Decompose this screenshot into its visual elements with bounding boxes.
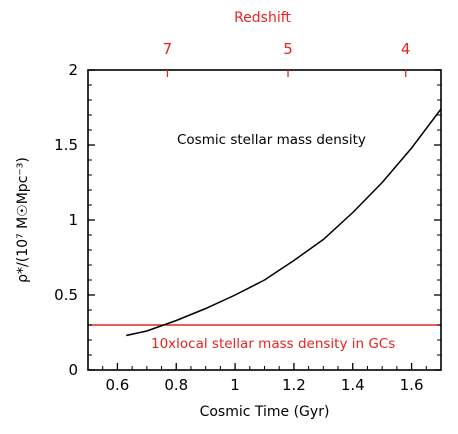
x-tick-label: 0.8 xyxy=(164,376,188,394)
y-axis-title: ρ*/(10⁷ M☉Mpc⁻³) xyxy=(15,157,31,283)
x-tick-label: 0.6 xyxy=(105,376,129,394)
top-tick-label: 5 xyxy=(283,40,293,58)
x-tick-label: 1.6 xyxy=(400,376,424,394)
y-tick-label: 0.5 xyxy=(54,286,78,304)
tick-labels: 0.6 0.8 1 1.2 1.4 1.6 0 0.5 1 1.5 2 7 5 4 xyxy=(54,40,423,394)
series-annotation: Cosmic stellar mass density xyxy=(177,132,366,148)
top-tick-label: 4 xyxy=(401,40,411,58)
x-tick-label: 1.4 xyxy=(341,376,365,394)
reference-line-annotation: 10xlocal stellar mass density in GCs xyxy=(151,336,395,352)
y-tick-label: 1.5 xyxy=(54,136,78,154)
y-tick-label: 0 xyxy=(68,361,78,379)
plot-content xyxy=(88,108,442,337)
top-tick-label: 7 xyxy=(163,40,173,58)
y-tick-label: 1 xyxy=(68,211,78,229)
x-tick-label: 1.2 xyxy=(282,376,306,394)
series-line-0 xyxy=(126,108,442,337)
tick-marks xyxy=(87,69,442,371)
x-tick-label: 1 xyxy=(230,376,240,394)
x-axis-title: Cosmic Time (Gyr) xyxy=(200,404,330,420)
y-tick-label: 2 xyxy=(68,61,78,79)
top-axis-title: Redshift xyxy=(234,10,291,26)
